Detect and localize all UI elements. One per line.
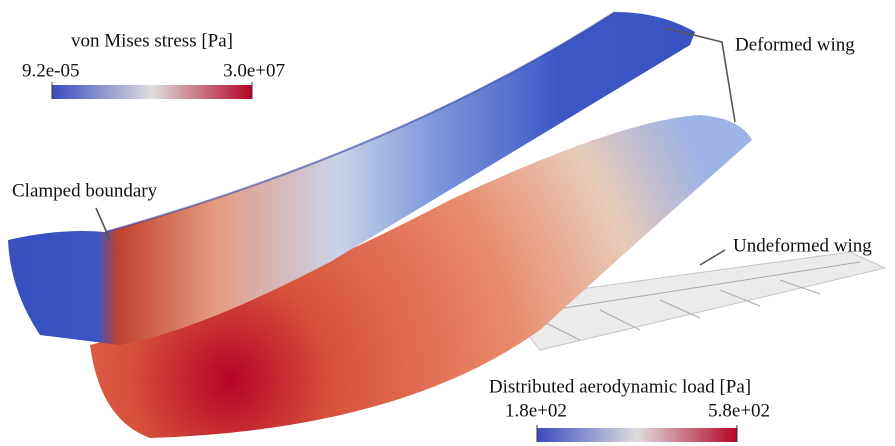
load-colorbar: Distributed aerodynamic load [Pa] 1.8e+0…: [489, 376, 770, 442]
annotation: Clamped boundary: [12, 180, 158, 201]
colorbar-max-label: 3.0e+07: [223, 60, 285, 81]
stress-colorbar: von Mises stress [Pa] 9.2e-05 3.0e+07: [22, 30, 285, 99]
colorbar-min-label: 1.8e+02: [505, 400, 567, 421]
colorbar-title: Distributed aerodynamic load [Pa]: [489, 376, 751, 397]
annotation: Undeformed wing: [733, 235, 872, 256]
annotation: Deformed wing: [735, 34, 855, 55]
colorbar-min-label: 9.2e-05: [22, 60, 80, 81]
colorbar-title: von Mises stress [Pa]: [71, 30, 233, 51]
figure: von Mises stress [Pa] 9.2e-05 3.0e+07 Di…: [0, 0, 895, 446]
colorbar-max-label: 5.8e+02: [708, 400, 770, 421]
